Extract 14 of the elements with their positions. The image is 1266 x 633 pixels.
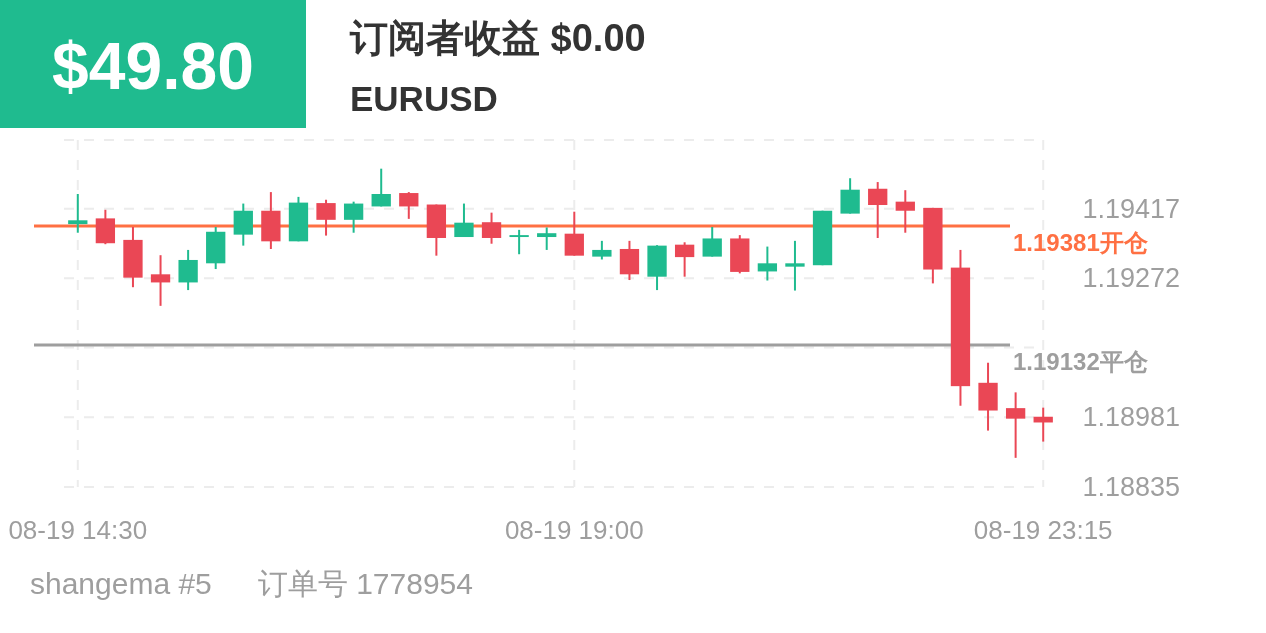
annotation: shangema #5	[30, 566, 212, 600]
ref-label: 1.19132平仓	[1013, 348, 1148, 376]
title: 订阅者收益 $0.00	[350, 17, 646, 59]
xtick: 08-19 19:00	[504, 515, 644, 545]
xtick: 08-19 23:15	[973, 515, 1113, 545]
annotation: 订单号 1778954	[257, 566, 473, 600]
xtick: 08-19 14:30	[8, 515, 148, 545]
ytick: 1.19417	[1082, 193, 1180, 224]
ytick: 1.19272	[1082, 263, 1180, 294]
ytick: 1.18981	[1082, 402, 1180, 433]
subtitle: EURUSD	[350, 78, 498, 118]
ref-label: 1.19381开仓	[1013, 229, 1148, 257]
badge-text: $49.80	[52, 29, 254, 103]
ytick: 1.18835	[1082, 472, 1180, 502]
